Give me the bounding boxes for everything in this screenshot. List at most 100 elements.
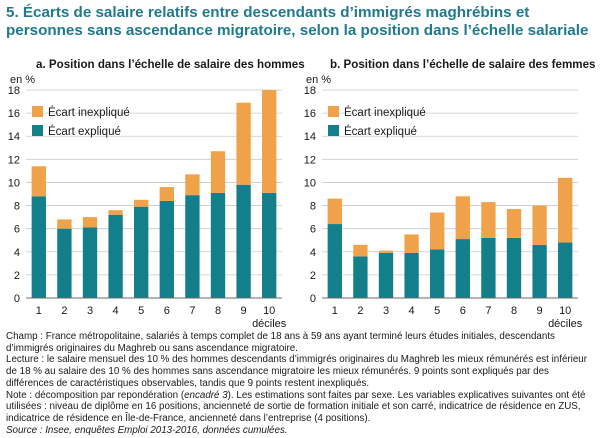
panel-title-men: a. Position dans l’échelle de salaire de… (36, 58, 305, 71)
bar-unexplained (134, 199, 149, 207)
bar-unexplained (185, 174, 200, 196)
x-tick-label: 10 (559, 305, 571, 317)
bar-unexplained (506, 209, 522, 238)
bar-explained (558, 242, 573, 298)
bar-explained (404, 252, 419, 298)
y-tick-label: 10 (304, 177, 316, 189)
y-tick-label: 14 (8, 131, 20, 143)
bar-unexplained (558, 177, 573, 243)
x-tick-label: 3 (383, 305, 389, 317)
bar-unexplained (108, 210, 123, 215)
legend-label-unexplained: Écart inexpliqué (344, 106, 426, 119)
y-tick-label: 14 (304, 131, 316, 143)
bar-explained (455, 239, 470, 298)
x-tick-label: 9 (537, 305, 543, 317)
legend-label-explained: Écart expliqué (344, 125, 417, 138)
y-tick-label: 4 (310, 247, 316, 259)
x-tick-label: 8 (511, 305, 517, 317)
bar-unexplained (455, 196, 470, 240)
notes-note: Note : décomposition par repondération (… (6, 390, 594, 425)
y-tick-label: 4 (14, 247, 20, 259)
x-tick-label: 7 (485, 305, 491, 317)
bar-unexplained (159, 187, 174, 201)
bar-explained (236, 184, 251, 298)
y-axis-label: en % (10, 74, 35, 86)
notes-note-suffix: ). Les estimations sont faites par sexe.… (6, 389, 586, 424)
y-tick-label: 16 (8, 108, 20, 120)
bar-unexplained (236, 102, 251, 185)
legend-swatch-unexplained (328, 106, 339, 117)
x-tick-label: 8 (215, 305, 221, 317)
x-tick-label: 5 (434, 305, 440, 317)
y-tick-label: 18 (304, 85, 316, 97)
notes-champ: Champ : France métropolitaine, salariés … (6, 331, 555, 354)
notes-note-ref: encadré 3 (184, 389, 228, 401)
bar-explained (159, 200, 174, 298)
y-tick-label: 12 (304, 154, 316, 166)
x-tick-label: 1 (36, 305, 42, 317)
figure-title: 5. Écarts de salaire relatifs entre desc… (6, 4, 589, 39)
bar-explained (108, 214, 123, 298)
y-tick-label: 2 (310, 270, 316, 282)
bar-explained (185, 195, 200, 298)
x-tick-label: 7 (189, 305, 195, 317)
bar-unexplained (404, 234, 419, 253)
bar-explained (327, 224, 342, 298)
legend-label-explained: Écart expliqué (48, 125, 121, 138)
bar-explained (57, 228, 72, 298)
y-tick-label: 8 (14, 201, 20, 213)
x-tick-label: 6 (164, 305, 170, 317)
panel-title-women: b. Position dans l’échelle de salaire de… (330, 58, 596, 71)
bar-explained (378, 252, 394, 298)
x-tick-label: 10 (263, 305, 275, 317)
bar-unexplained (262, 90, 277, 193)
bar-unexplained (430, 212, 445, 250)
bar-unexplained (210, 151, 226, 193)
x-tick-label: 3 (87, 305, 93, 317)
y-axis-label: en % (306, 74, 331, 86)
bar-explained (481, 237, 496, 298)
legend-swatch-explained (328, 125, 339, 136)
bar-explained (532, 244, 547, 298)
x-tick-label: 2 (357, 305, 363, 317)
bar-explained (262, 192, 277, 298)
y-tick-label: 16 (304, 108, 316, 120)
y-tick-label: 12 (8, 154, 20, 166)
bar-unexplained (31, 166, 46, 197)
bar-explained (353, 256, 368, 298)
bar-unexplained (57, 219, 72, 229)
x-tick-label: 2 (61, 305, 67, 317)
x-tick-label: 1 (332, 305, 338, 317)
bar-unexplained (481, 202, 496, 238)
y-tick-label: 0 (310, 293, 316, 305)
bar-explained (82, 227, 98, 298)
bar-explained (31, 196, 46, 298)
y-tick-label: 18 (8, 85, 20, 97)
bar-explained (430, 249, 445, 298)
x-tick-label: 4 (113, 305, 119, 317)
y-tick-label: 6 (14, 224, 20, 236)
legend-swatch-explained (32, 125, 43, 136)
y-tick-label: 8 (310, 201, 316, 213)
y-tick-label: 2 (14, 270, 20, 282)
bar-unexplained (378, 250, 394, 253)
x-tick-label: 4 (409, 305, 415, 317)
x-axis-label: déciles (252, 318, 287, 328)
x-axis-label: déciles (548, 318, 583, 328)
notes-lecture: Lecture : le salaire mensuel des 10 % de… (6, 354, 588, 389)
y-tick-label: 10 (8, 177, 20, 189)
bar-explained (134, 206, 149, 298)
x-tick-label: 9 (241, 305, 247, 317)
bar-unexplained (353, 244, 368, 257)
legend-swatch-unexplained (32, 106, 43, 117)
bar-unexplained (327, 198, 342, 225)
bar-explained (210, 192, 226, 298)
bar-unexplained (82, 217, 98, 228)
notes-source: Source : Insee, enquêtes Emploi 2013-201… (6, 424, 288, 436)
y-tick-label: 6 (310, 224, 316, 236)
bar-explained (506, 237, 522, 298)
notes-note-prefix: Note : décomposition par repondération ( (6, 389, 185, 401)
y-tick-label: 0 (14, 293, 20, 305)
